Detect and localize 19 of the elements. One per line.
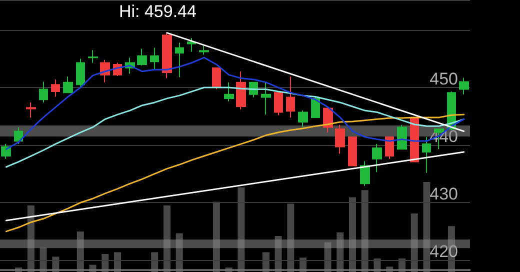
bar — [27, 205, 34, 272]
bar — [287, 204, 294, 272]
bar — [361, 190, 368, 272]
bar — [76, 232, 84, 272]
bar — [410, 214, 418, 272]
bar — [274, 236, 282, 272]
y-tick-label: 430 — [430, 184, 458, 204]
y-tick-label: 450 — [430, 70, 458, 89]
y-tick-label: 420 — [430, 242, 458, 262]
bar — [423, 182, 430, 272]
annotation: Hi: 459.44 — [118, 2, 196, 22]
bar — [176, 233, 183, 272]
bar — [40, 248, 47, 272]
bar — [163, 205, 170, 272]
bar — [336, 232, 344, 272]
bar — [212, 202, 220, 272]
bar — [324, 242, 332, 272]
bar — [349, 197, 356, 272]
bar — [238, 187, 245, 272]
